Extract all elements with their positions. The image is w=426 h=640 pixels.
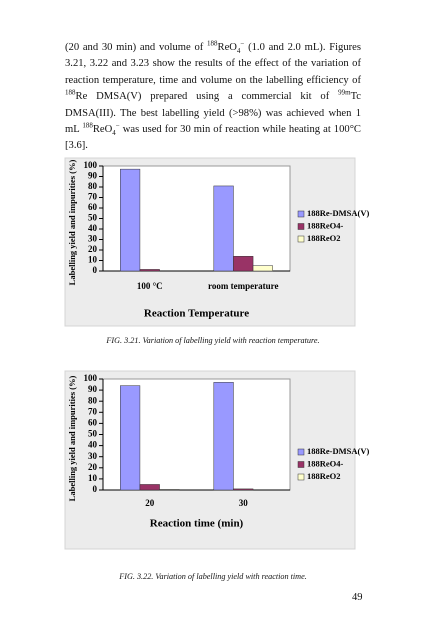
legend-swatch bbox=[297, 210, 305, 218]
y-tick-label: 40 bbox=[88, 440, 98, 450]
legend-label: 188ReO4- bbox=[307, 220, 344, 230]
text-run: 188 bbox=[65, 88, 76, 97]
x-tick-label: 100 °C bbox=[137, 281, 163, 291]
bar bbox=[252, 265, 273, 272]
legend-swatch bbox=[297, 473, 305, 481]
figure-caption: FIG. 3.22. Variation of labelling yield … bbox=[119, 572, 307, 581]
paragraph: (20 and 30 min) and volume of 188ReO4− (… bbox=[65, 40, 361, 155]
text-run: 188 bbox=[82, 121, 93, 130]
legend-swatch bbox=[297, 223, 305, 230]
text-run: ReO bbox=[217, 42, 237, 53]
bar bbox=[120, 385, 141, 491]
x-axis-label: Reaction Temperature bbox=[144, 308, 249, 320]
y-tick-label: 0 bbox=[93, 484, 98, 494]
y-tick-label: 60 bbox=[88, 202, 98, 212]
legend-label: 188Re-DMSA(V) bbox=[307, 208, 369, 218]
y-tick-label: 70 bbox=[88, 192, 98, 202]
text-run: ReO bbox=[92, 124, 113, 136]
text-run: − bbox=[115, 121, 120, 130]
y-tick-label: 30 bbox=[88, 451, 98, 461]
bar bbox=[139, 269, 160, 272]
y-tick-label: 10 bbox=[88, 473, 98, 483]
y-tick-label: 0 bbox=[93, 265, 98, 275]
text-run: (20 and 30 min) and volume of bbox=[65, 42, 207, 53]
text-run: (1.0 and 2.0 mL). Figures 3.21, 3.22 and… bbox=[65, 42, 361, 86]
y-tick-label: 100 bbox=[84, 373, 98, 383]
bar bbox=[233, 256, 254, 272]
text-run: 4 bbox=[112, 129, 116, 138]
y-tick-label: 30 bbox=[88, 234, 98, 244]
legend-swatch bbox=[297, 448, 305, 456]
text-run: Re DMSA(V) prepared using a commercial k… bbox=[75, 91, 339, 103]
legend-label: 188ReO2 bbox=[307, 471, 341, 481]
y-tick-label: 80 bbox=[88, 181, 98, 191]
x-tick-label: room temperature bbox=[208, 281, 278, 291]
text-run: 188 bbox=[207, 39, 218, 48]
text-run: Tc DMSA(III). The best labelling yield (… bbox=[65, 91, 361, 136]
page-number: 49 bbox=[352, 592, 363, 603]
bar bbox=[213, 382, 234, 491]
legend-swatch bbox=[297, 235, 305, 243]
x-tick-label: 30 bbox=[239, 498, 249, 508]
bar bbox=[213, 185, 234, 272]
figure-caption: FIG. 3.21. Variation of labelling yield … bbox=[106, 336, 320, 345]
bar bbox=[233, 488, 254, 491]
legend-swatch bbox=[297, 461, 305, 468]
y-tick-label: 60 bbox=[88, 417, 98, 427]
y-axis-label: Labelling yield and impurities (%) bbox=[67, 160, 77, 286]
bar bbox=[159, 489, 180, 491]
bar bbox=[120, 168, 141, 272]
text-run: 99m bbox=[338, 88, 351, 97]
y-tick-label: 90 bbox=[88, 384, 98, 394]
text-run: − bbox=[240, 39, 245, 48]
y-tick-label: 10 bbox=[88, 255, 98, 265]
bar bbox=[139, 484, 160, 491]
y-tick-label: 40 bbox=[88, 223, 98, 233]
y-axis-label: Labelling yield and impurities (%) bbox=[67, 376, 77, 502]
y-tick-label: 70 bbox=[88, 406, 98, 416]
text-run: was used for 30 min of reaction while he… bbox=[65, 124, 361, 152]
x-axis-label: Reaction time (min) bbox=[150, 518, 244, 530]
y-tick-label: 20 bbox=[88, 462, 98, 472]
y-tick-label: 90 bbox=[88, 171, 98, 181]
y-tick-label: 50 bbox=[88, 429, 98, 439]
y-tick-label: 20 bbox=[88, 244, 98, 254]
legend-label: 188ReO4- bbox=[307, 458, 344, 468]
text-run: 4 bbox=[236, 47, 241, 56]
y-tick-label: 80 bbox=[88, 395, 98, 405]
y-tick-label: 100 bbox=[84, 160, 98, 170]
y-tick-label: 50 bbox=[88, 213, 98, 223]
x-tick-label: 20 bbox=[145, 498, 155, 508]
legend-label: 188Re-DMSA(V) bbox=[307, 446, 369, 456]
legend-label: 188ReO2 bbox=[307, 233, 341, 243]
